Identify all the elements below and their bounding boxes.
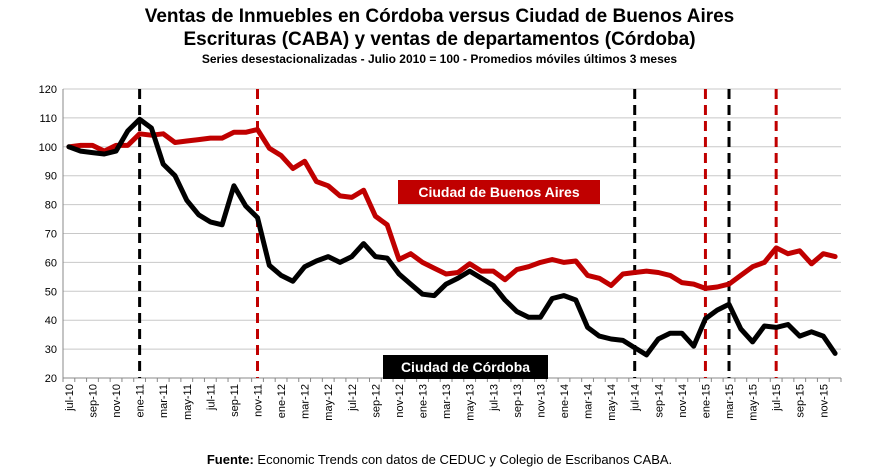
x-tick-label-sep-10: sep-10 <box>87 384 99 418</box>
chart-footer: Fuente: Economic Trends con datos de CED… <box>0 452 879 467</box>
y-tick-label-90: 90 <box>45 171 57 183</box>
y-tick-label-100: 100 <box>39 142 57 154</box>
footer-source: Economic Trends con datos de CEDUC y Col… <box>253 452 673 467</box>
x-tick-label-sep-14: sep-14 <box>653 384 665 418</box>
x-tick-label-sep-12: sep-12 <box>370 384 382 418</box>
x-tick-label-may-15: may-15 <box>748 384 760 421</box>
footer-label: Fuente: <box>206 452 254 467</box>
series-line-buenos-aires <box>66 127 838 291</box>
x-tick-label-jul-14: jul-14 <box>630 384 642 412</box>
y-tick-label-30: 30 <box>45 344 57 356</box>
y-tick-label-120: 120 <box>39 84 57 96</box>
chart-subtitle: Series desestacionalizadas - Julio 2010 … <box>201 52 678 66</box>
x-tick-label-ene-11: ene-11 <box>135 384 147 417</box>
x-tick-label-nov-13: nov-13 <box>535 384 547 418</box>
x-tick-label-ene-13: ene-13 <box>418 384 430 418</box>
y-tick-label-110: 110 <box>39 113 57 125</box>
y-tick-label-60: 60 <box>45 257 57 269</box>
x-tick-label-mar-13: mar-13 <box>441 384 453 419</box>
x-tick-label-nov-10: nov-10 <box>111 384 123 418</box>
y-tick-label-20: 20 <box>45 373 57 385</box>
x-tick-label-jul-13: jul-13 <box>488 384 500 412</box>
x-tick-label-jul-15: jul-15 <box>771 384 783 412</box>
x-tick-label-jul-11: jul-11 <box>205 384 217 411</box>
y-tick-label-80: 80 <box>45 200 57 212</box>
x-tick-label-mar-14: mar-14 <box>583 384 595 419</box>
x-tick-label-ene-15: ene-15 <box>700 384 712 418</box>
x-tick-label-mar-11: mar-11 <box>158 384 170 418</box>
series-label-buenos-aires-box <box>398 180 600 204</box>
x-tick-label-may-11: may-11 <box>182 384 194 420</box>
x-tick-label-may-12: may-12 <box>323 384 335 421</box>
series-label-cordoba: Ciudad de Córdoba <box>401 359 530 375</box>
x-tick-label-jul-10: jul-10 <box>64 384 76 412</box>
x-tick-label-mar-12: mar-12 <box>300 384 312 419</box>
x-tick-label-sep-15: sep-15 <box>795 384 807 418</box>
x-tick-label-may-13: may-13 <box>465 384 477 421</box>
x-tick-label-sep-13: sep-13 <box>512 384 524 418</box>
y-tick-label-70: 70 <box>45 229 57 241</box>
series-line-cordoba <box>66 116 838 358</box>
x-tick-label-nov-12: nov-12 <box>394 384 406 418</box>
x-tick-label-ene-12: ene-12 <box>276 384 288 418</box>
x-tick-label-may-14: may-14 <box>606 384 618 421</box>
x-tick-label-nov-14: nov-14 <box>677 384 689 418</box>
x-tick-label-ene-14: ene-14 <box>559 384 571 418</box>
x-tick-label-nov-15: nov-15 <box>818 384 830 418</box>
x-tick-label-nov-11: nov-11 <box>253 384 265 417</box>
x-tick-label-sep-11: sep-11 <box>229 384 241 417</box>
x-tick-label-mar-15: mar-15 <box>724 384 736 419</box>
series-label-buenos-aires: Ciudad de Buenos Aires <box>418 184 580 200</box>
series-label-cordoba-box <box>383 355 548 379</box>
y-tick-label-40: 40 <box>45 315 57 327</box>
chart-title-line2: Escrituras (CABA) y ventas de departamen… <box>183 29 696 50</box>
x-tick-label-jul-12: jul-12 <box>347 384 359 412</box>
y-tick-label-50: 50 <box>45 286 57 298</box>
chart-title: Ventas de Inmuebles en Córdoba versus Ci… <box>144 6 735 27</box>
